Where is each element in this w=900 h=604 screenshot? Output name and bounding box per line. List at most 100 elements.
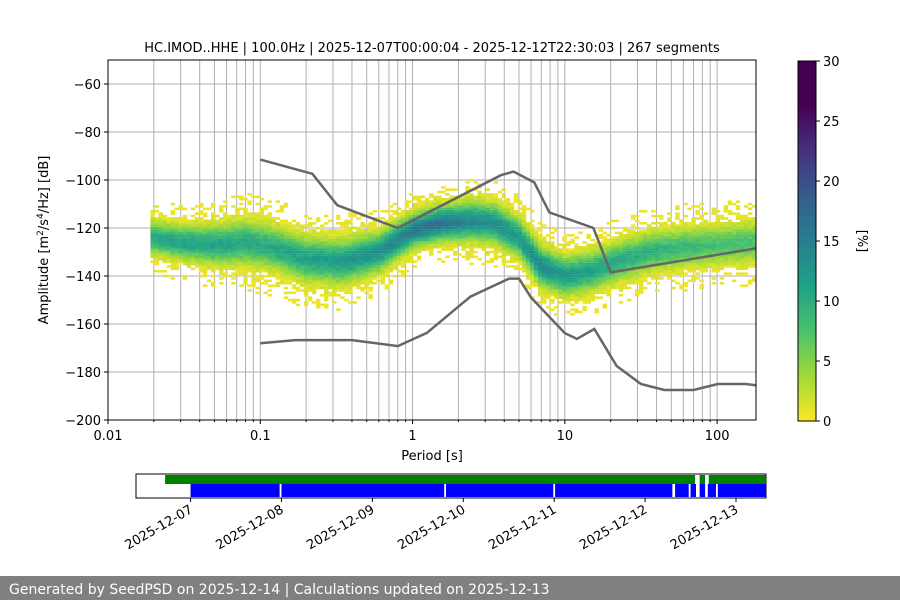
heatmap-cell [202,207,208,211]
heatmap-cell [465,226,470,230]
heatmap-cell [707,248,712,251]
heatmap-cell [655,250,660,254]
heatmap-cell [324,236,329,239]
heatmap-cell [618,265,624,268]
nlnm-curve [260,277,756,392]
heatmap-cell [332,255,337,259]
heatmap-cell [538,226,543,230]
heatmap-cell [360,241,365,244]
heatmap-cell [566,279,571,283]
heatmap-cell [747,258,753,261]
heatmap-cell [388,265,394,268]
heatmap-cell [194,241,200,244]
heatmap-cell [699,236,704,239]
heatmap-cell [481,243,486,247]
heatmap-cell [247,260,252,263]
heatmap-cell [315,260,321,263]
heatmap-cell [376,255,381,259]
heatmap-cell [364,260,369,263]
heatmap-cell [663,272,668,275]
heatmap-cell [275,282,281,285]
heatmap-cell [437,222,442,225]
heatmap-cell [291,229,297,232]
heatmap-cell [400,250,406,254]
heatmap-cell [198,236,204,239]
heatmap-cell [642,262,648,266]
heatmap-cell [271,222,276,225]
heatmap-cell [223,231,228,235]
heatmap-cell [638,234,644,237]
heatmap-cell [485,234,490,237]
heatmap-cell [392,222,398,225]
heatmap-cell [723,236,729,239]
heatmap-cell [679,258,684,261]
heatmap-cell [602,277,608,280]
heatmap-cell [691,277,696,280]
heatmap-cell [433,202,438,206]
heatmap-cell [198,202,204,206]
heatmap-cell [279,267,285,271]
coverage-date-label: 2025-12-12 [577,502,650,553]
heatmap-cell [255,277,260,280]
heatmap-cell [525,272,531,275]
heatmap-cell [489,212,494,215]
heatmap-cell [243,253,248,256]
heatmap-cell [174,236,180,239]
heatmap-cell [340,241,345,244]
heatmap-cell [340,238,345,242]
heatmap-cell [525,246,531,249]
heatmap-cell [667,248,672,251]
heatmap-cell [424,238,430,242]
heatmap-cell [336,282,341,285]
heatmap-cell [731,224,737,227]
heatmap-cell [433,214,438,218]
heatmap-cell [231,277,236,280]
heatmap-cell [538,301,543,304]
heatmap-cell [727,200,733,203]
heatmap-cell [380,248,385,251]
heatmap-cell [287,267,293,271]
heatmap-cell [546,282,551,285]
heatmap-cell [231,205,236,208]
heatmap-cell [739,258,745,261]
heatmap-cell [307,255,313,259]
heatmap-cell [376,248,381,251]
heatmap-cell [356,253,361,256]
heatmap-cell [243,217,248,220]
heatmap-cell [441,205,446,208]
heatmap-cell [445,222,450,225]
heatmap-cell [538,274,543,278]
heatmap-cell [190,241,196,244]
heatmap-cell [259,243,264,247]
heatmap-cell [590,255,595,259]
heatmap-cell [614,243,620,247]
heatmap-cell [622,279,628,283]
heatmap-cell [457,236,462,239]
heatmap-cell [255,291,260,295]
heatmap-cell [299,248,305,251]
heatmap-cell [723,205,729,208]
heatmap-cell [550,255,555,259]
heatmap-cell [219,270,224,273]
heatmap-cell [178,250,184,254]
heatmap-cell [263,238,268,242]
heatmap-cell [731,229,737,232]
heatmap-cell [622,255,628,259]
heatmap-cell [695,250,700,254]
heatmap-cell [590,296,595,299]
heatmap-cell [404,231,410,235]
heatmap-cell [465,214,470,218]
heatmap-cell [364,243,369,247]
heatmap-cell [315,284,321,287]
heatmap-cell [558,250,563,254]
heatmap-cell [223,212,228,215]
heatmap-cell [542,253,547,256]
heatmap-cell [372,253,377,256]
heatmap-cell [287,222,293,225]
heatmap-cell [384,286,390,290]
y-tick-label: −80 [74,126,101,141]
heatmap-cell [586,301,591,304]
heatmap-cell [647,270,652,273]
heatmap-cell [275,272,281,275]
heatmap-cell [533,258,539,261]
